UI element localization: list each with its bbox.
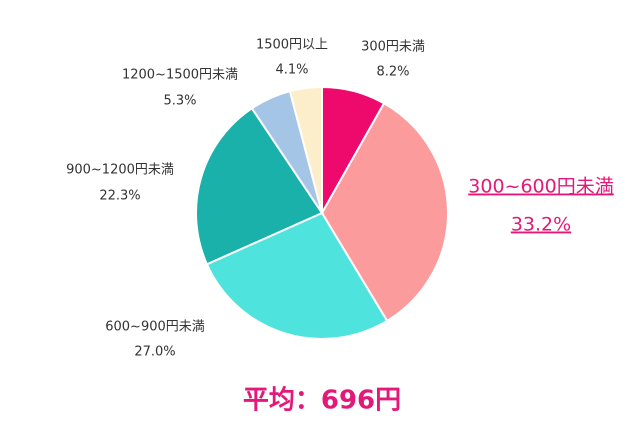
slice-value-label: 8.2% xyxy=(376,65,409,80)
slice-category-label: 1500円以上 xyxy=(256,38,328,53)
slice-category-label: 900~1200円未満 xyxy=(66,163,174,178)
slice-category-label: 1200~1500円未満 xyxy=(122,68,238,83)
average-annotation: 平均：696円 xyxy=(243,386,401,416)
slice-value-label: 33.2% xyxy=(511,214,571,236)
slice-value-label: 27.0% xyxy=(134,345,175,360)
slice-category-label: 300~600円未満 xyxy=(468,176,613,198)
pie-slice xyxy=(288,85,323,214)
slice-category-label: 600~900円未満 xyxy=(105,320,205,335)
slice-value-label: 4.1% xyxy=(275,63,308,78)
slice-category-label: 300円未満 xyxy=(361,40,425,55)
pie-slice xyxy=(320,101,449,323)
slice-value-label: 22.3% xyxy=(99,189,140,204)
pie-slice xyxy=(195,106,324,266)
slice-value-label: 5.3% xyxy=(163,94,196,109)
